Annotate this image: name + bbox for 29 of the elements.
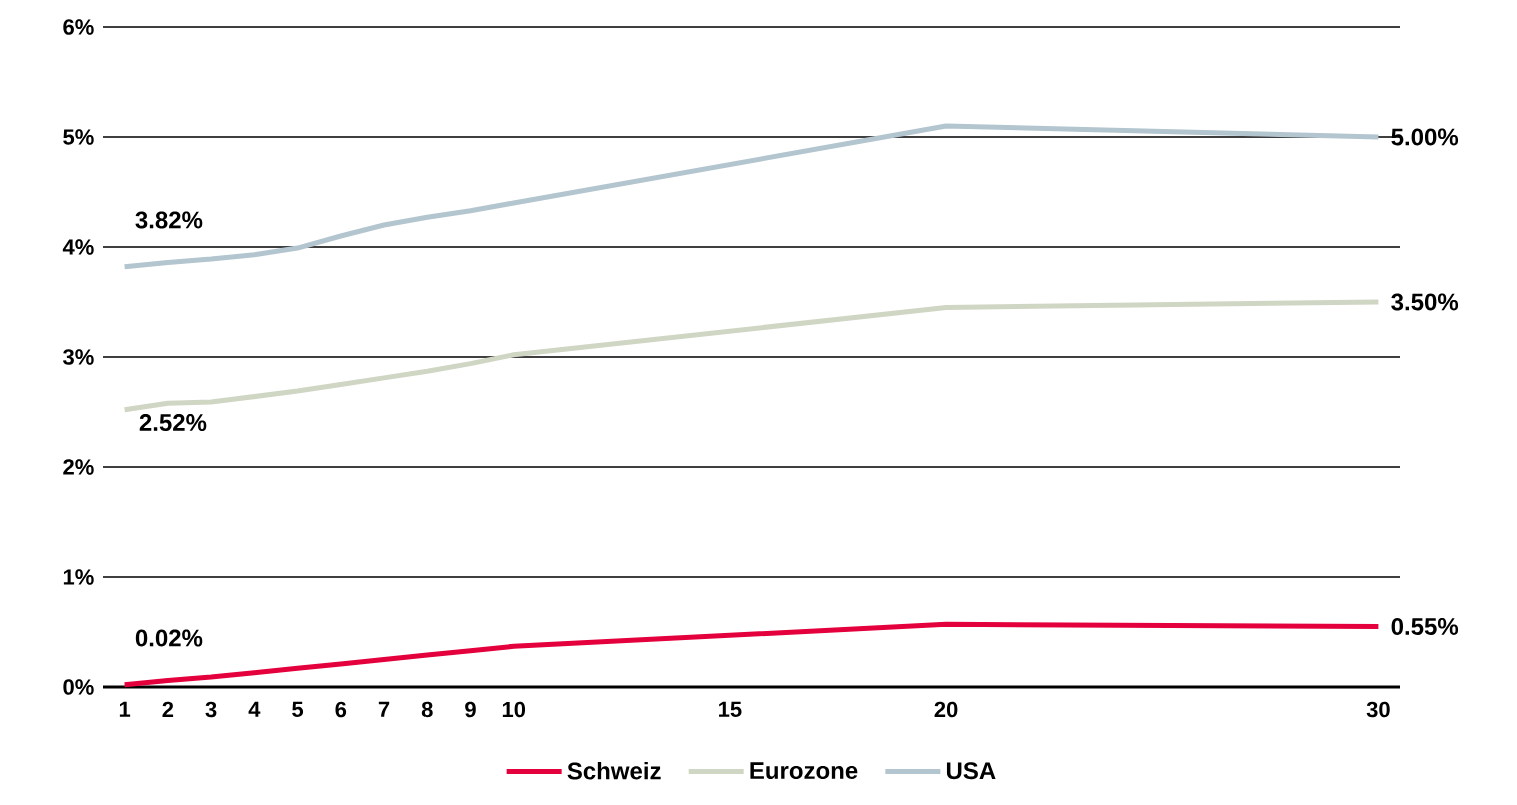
y-tick-label: 0% (63, 679, 94, 695)
x-tick-label: 30 (1366, 701, 1390, 718)
y-tick-label: 1% (63, 569, 94, 585)
x-tick-label: 20 (934, 701, 958, 718)
legend-label: Eurozone (750, 762, 858, 780)
data-label: 3.50% (1391, 293, 1459, 311)
data-label: 2.52% (139, 414, 207, 432)
x-tick-label: 5 (292, 701, 304, 718)
data-label: 0.02% (135, 629, 203, 647)
x-tick-label: 8 (421, 701, 433, 718)
y-tick-label: 4% (62, 239, 94, 255)
x-tick-label: 3 (205, 701, 217, 718)
x-tick-label: 4 (248, 701, 261, 717)
y-tick-label: 6% (63, 19, 94, 35)
y-tick-label: 5% (63, 129, 94, 145)
data-label: 3.82% (135, 211, 203, 229)
x-tick-label: 9 (465, 701, 476, 718)
x-tick-label: 2 (162, 701, 174, 718)
x-tick-label: 15 (719, 701, 742, 718)
legend-label: Schweiz (567, 761, 661, 780)
legend-label: USA (946, 762, 996, 780)
x-tick-label: 7 (378, 701, 390, 717)
x-tick-label: 1 (119, 701, 131, 717)
x-tick-label: 10 (502, 701, 526, 718)
y-tick-label: 3% (63, 349, 94, 365)
y-tick-label: 2% (63, 459, 94, 475)
x-tick-label: 6 (335, 701, 347, 718)
data-label: 5.00% (1391, 128, 1459, 146)
data-label: 0.55% (1391, 617, 1459, 635)
